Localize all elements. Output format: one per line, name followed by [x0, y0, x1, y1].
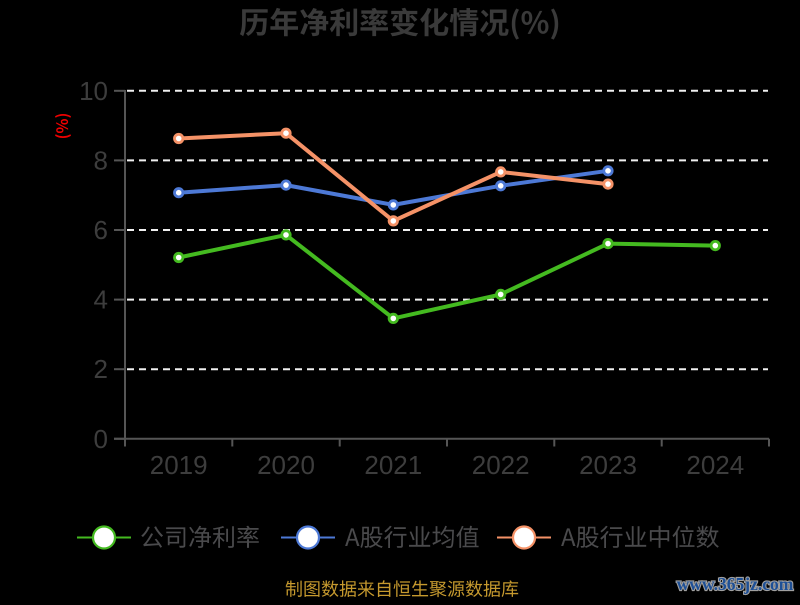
svg-text:2023: 2023: [579, 450, 637, 480]
svg-text:10: 10: [79, 76, 108, 106]
svg-text:2021: 2021: [364, 450, 422, 480]
svg-text:6: 6: [94, 215, 108, 245]
svg-text:8: 8: [94, 145, 108, 175]
svg-text:0: 0: [94, 424, 108, 454]
svg-text:2020: 2020: [257, 450, 315, 480]
svg-text:2: 2: [94, 354, 108, 384]
svg-text:2019: 2019: [150, 450, 208, 480]
svg-text:4: 4: [94, 285, 108, 315]
svg-text:2024: 2024: [686, 450, 744, 480]
svg-text:www.365jz.com: www.365jz.com: [677, 574, 794, 594]
svg-text:2022: 2022: [472, 450, 530, 480]
